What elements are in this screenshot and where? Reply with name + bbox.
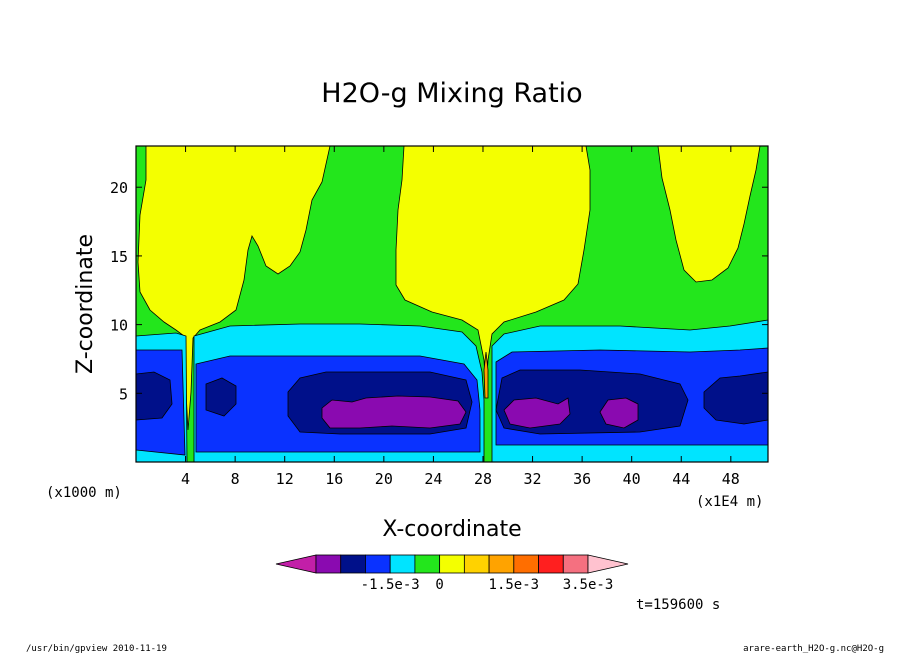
x-axis-label: X-coordinate (382, 517, 521, 542)
colorbar-label: 3.5e-3 (563, 577, 614, 593)
y-axis-label: Z-coordinate (73, 234, 98, 374)
z-unit-note: (x1000 m) (46, 485, 122, 501)
x-tick-label: 48 (722, 470, 740, 488)
plot-area (135, 145, 769, 463)
y-tick-label: 20 (110, 179, 128, 197)
x-tick-label: 16 (325, 470, 343, 488)
x-axis-ticks: 4 8 12 16 20 24 28 32 36 40 44 48 (181, 146, 740, 488)
y-tick-label: 15 (110, 248, 128, 266)
colorbar-swatch (488, 554, 515, 574)
colorbar-swatch (538, 554, 564, 574)
colorbar-swatch (340, 554, 366, 574)
footer-left: /usr/bin/gpview 2010-11-19 (26, 644, 167, 654)
colorbar-swatch (389, 554, 416, 574)
contour-fill-purple-3 (599, 397, 639, 429)
plot-frame (135, 145, 769, 463)
x-tick-label: 36 (573, 470, 591, 488)
chart-title: H2O-g Mixing Ratio (321, 78, 582, 109)
contour-fill-yellow-right (657, 146, 761, 283)
x-tick-label: 40 (623, 470, 641, 488)
colorbar-swatch (365, 554, 391, 574)
x-tick-label: 44 (672, 470, 690, 488)
colorbar-swatch (513, 554, 539, 574)
x-tick-label: 8 (231, 470, 240, 488)
colorbar-swatch (275, 554, 317, 574)
colorbar-swatch (587, 554, 629, 574)
x-tick-label: 4 (181, 470, 190, 488)
colorbar-label: -1.5e-3 (361, 577, 420, 593)
colorbar-swatch (463, 554, 490, 574)
colorbar-label: 0 (435, 577, 443, 593)
colorbar-label: 1.5e-3 (489, 577, 540, 593)
y-tick-label: 5 (119, 385, 128, 403)
colorbar-swatch (439, 554, 465, 574)
y-axis-ticks: 5 10 15 20 (110, 179, 768, 403)
colorbar: -1.5e-3 0 1.5e-3 3.5e-3 (275, 554, 629, 593)
colorbar-swatch (562, 554, 589, 574)
time-label: t=159600 s (636, 597, 720, 613)
x-tick-label: 28 (474, 470, 492, 488)
colorbar-swatch (315, 554, 342, 574)
y-tick-label: 10 (110, 317, 128, 335)
contour-fill-purple-1 (321, 395, 467, 429)
x-tick-label: 20 (375, 470, 393, 488)
footer-right: arare-earth_H2O-g.nc@H2O-g (743, 644, 884, 654)
contour-fill-orange-thin (483, 351, 489, 399)
x-tick-label: 12 (276, 470, 294, 488)
x-unit-note: (x1E4 m) (696, 494, 763, 510)
contour-fill-purple-2 (503, 397, 571, 429)
x-tick-label: 24 (424, 470, 442, 488)
x-tick-label: 32 (524, 470, 542, 488)
colorbar-swatch (414, 554, 441, 574)
